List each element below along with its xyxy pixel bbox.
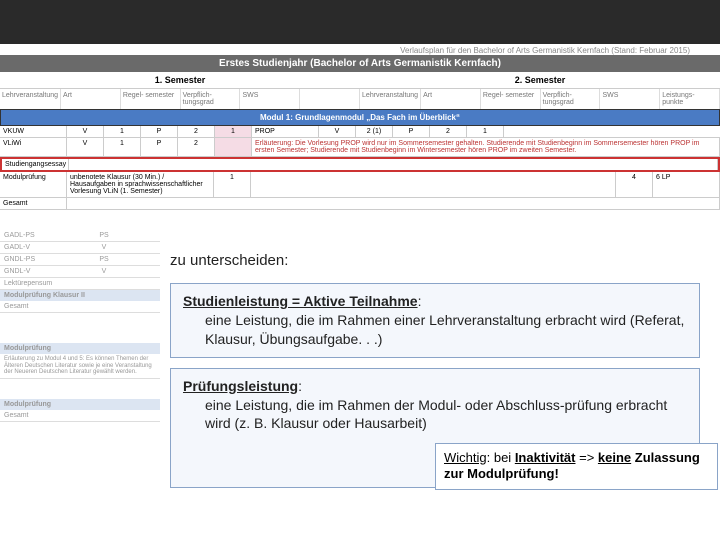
- table-row: VLiWi V 1 P 2 Erläuterung: Die Vorlesung…: [0, 138, 720, 157]
- cell: [251, 172, 616, 197]
- sem1-label: 1. Semester: [0, 72, 360, 88]
- left-val: V: [84, 244, 124, 251]
- table-row: Gesamt: [0, 198, 720, 210]
- col-verpfl2: Verpflich- tungsgrad: [541, 89, 601, 109]
- column-headers: Lehrveranstaltung Art Regel- semester Ve…: [0, 89, 720, 109]
- callout-pre: Wichtig: [444, 450, 487, 465]
- left-modulpruefung3: Modulprüfung: [0, 399, 160, 410]
- prop-note: Erläuterung: Die Vorlesung PROP wird nur…: [252, 138, 720, 156]
- box1-body: eine Leistung, die im Rahmen einer Lehrv…: [183, 311, 687, 349]
- semester-header-row: 1. Semester 2. Semester: [0, 72, 720, 89]
- col-lv: Lehrveranstaltung: [0, 89, 61, 109]
- box2-body: eine Leistung, die im Rahmen der Modul- …: [183, 396, 687, 434]
- left-modulpruefung: Modulprüfung Klausur II: [0, 290, 160, 301]
- cell: 2: [430, 126, 467, 137]
- cell: [69, 159, 718, 170]
- sem2-label: 2. Semester: [360, 72, 720, 88]
- meta-caption: Verlaufsplan für den Bachelor of Arts Ge…: [0, 44, 720, 55]
- left-label: GADL-PS: [0, 232, 84, 239]
- cell: [215, 138, 252, 156]
- box1-title: Studienleistung = Aktive Teilnahme: [183, 293, 418, 309]
- callout-mid: : bei: [487, 450, 515, 465]
- left-faded-column: GADL-PSPSGADL-VVGNDL-PSPSGNDL-VVLektürep…: [0, 230, 160, 422]
- left-label: Lektürepensum: [0, 280, 84, 287]
- left-label: GNDL-V: [0, 268, 84, 275]
- callout-inakt: Inaktivität: [515, 450, 576, 465]
- cell: P: [141, 126, 178, 137]
- cell: V: [67, 126, 104, 137]
- left-val: V: [84, 268, 124, 275]
- cell: Modulprüfung: [0, 172, 67, 197]
- table-row-hl: Studiengangsessay: [0, 157, 720, 172]
- col-lp: Leistungs- punkte: [660, 89, 720, 109]
- table-row: VKUW V 1 P 2 1 PROP V 2 (1) P 2 1: [0, 126, 720, 138]
- cell: [67, 198, 720, 209]
- left-row: Lektürepensum: [0, 278, 160, 290]
- left-row: GADL-PSPS: [0, 230, 160, 242]
- left-note: Erläuterung zu Modul 4 und 5: Es können …: [0, 354, 160, 379]
- cell: 4: [616, 172, 653, 197]
- callout-arr: =>: [576, 450, 598, 465]
- cell: V: [319, 126, 356, 137]
- cell: 1: [467, 126, 504, 137]
- callout-wichtig: Wichtig: bei Inaktivität => keine Zulass…: [435, 443, 718, 491]
- col-gap: [300, 89, 360, 109]
- cell: 6 LP: [653, 172, 720, 197]
- cell: 1: [214, 172, 251, 197]
- cell: unbenotete Klausur (30 Min.) / Hausaufga…: [67, 172, 214, 197]
- main-overlay: zu unterscheiden: Studienleistung = Akti…: [170, 252, 700, 498]
- cell: PROP: [252, 126, 319, 137]
- cell: 1: [104, 138, 141, 156]
- year-band: Erstes Studienjahr (Bachelor of Arts Ger…: [0, 55, 720, 72]
- cell: V: [67, 138, 104, 156]
- col-sws2: SWS: [600, 89, 660, 109]
- left-val: PS: [84, 232, 124, 239]
- intro-text: zu unterscheiden:: [170, 252, 700, 269]
- left-val: [84, 280, 124, 287]
- left-row: GNDL-PSPS: [0, 254, 160, 266]
- col-regel2: Regel- semester: [481, 89, 541, 109]
- left-gesamt2: Gesamt: [0, 412, 84, 419]
- cell: VKUW: [0, 126, 67, 137]
- box-studienleistung: Studienleistung = Aktive Teilnahme: eine…: [170, 283, 700, 358]
- col-sws: SWS: [240, 89, 300, 109]
- left-gesamt: Gesamt: [0, 303, 84, 310]
- cell: Gesamt: [0, 198, 67, 209]
- cell: 2 (1): [356, 126, 393, 137]
- left-row: GADL-VV: [0, 242, 160, 254]
- col-lv2: Lehrveranstaltung: [360, 89, 421, 109]
- col-regel: Regel- semester: [121, 89, 181, 109]
- left-row: GNDL-VV: [0, 266, 160, 278]
- left-mod-label: Modulprüfung: [4, 292, 51, 299]
- cell: 1: [215, 126, 252, 137]
- table-row: Modulprüfung unbenotete Klausur (30 Min.…: [0, 172, 720, 198]
- cell: P: [141, 138, 178, 156]
- cell: 1: [104, 126, 141, 137]
- left-modulpruefung2: Modulprüfung: [0, 343, 160, 354]
- left-val: PS: [84, 256, 124, 263]
- cell: 2: [178, 138, 215, 156]
- left-label: GADL-V: [0, 244, 84, 251]
- left-label: GNDL-PS: [0, 256, 84, 263]
- cell: 2: [178, 126, 215, 137]
- col-art2: Art: [421, 89, 481, 109]
- callout-keine: keine: [598, 450, 631, 465]
- box2-title: Prüfungsleistung: [183, 378, 298, 394]
- cell: P: [393, 126, 430, 137]
- slide-top-bar: [0, 0, 720, 44]
- left-mod-val: Klausur II: [53, 292, 85, 299]
- col-art: Art: [61, 89, 121, 109]
- cell: VLiWi: [0, 138, 67, 156]
- col-verpfl: Verpflich- tungsgrad: [181, 89, 241, 109]
- module1-band: Modul 1: Grundlagenmodul „Das Fach im Üb…: [0, 109, 720, 126]
- cell: Studiengangsessay: [2, 159, 69, 170]
